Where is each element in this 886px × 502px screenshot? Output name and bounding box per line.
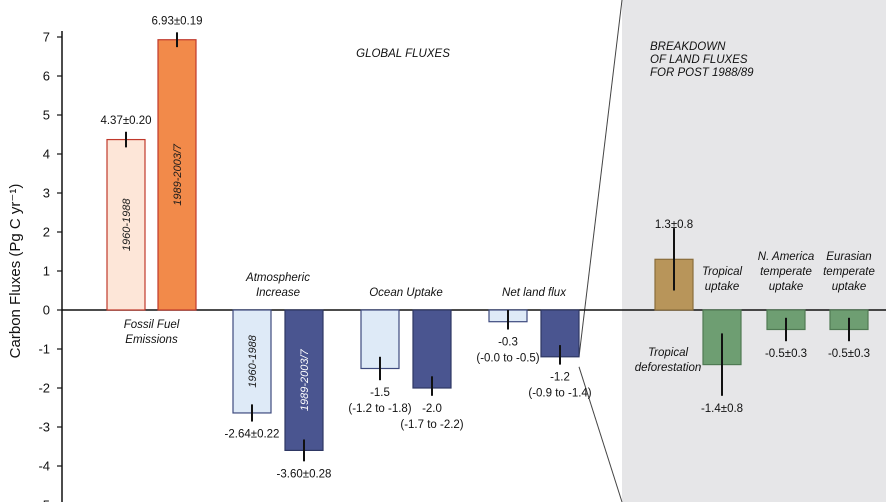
group-label: Ocean Uptake — [369, 287, 443, 299]
y-tick-label: 5 — [43, 108, 50, 123]
bar-period-label: 1960-1988 — [247, 334, 259, 387]
breakdown-connector-top — [578, 0, 623, 357]
flux-bar — [412, 309, 452, 389]
breakdown-connector-bottom — [578, 366, 623, 502]
group-label: Increase — [256, 287, 300, 299]
value-label: -1.4±0.8 — [701, 403, 743, 415]
value-label: (-1.7 to -2.2) — [400, 419, 463, 431]
value-label: -0.5±0.3 — [828, 348, 870, 360]
breakdown-bar-label: Eurasian — [826, 251, 871, 263]
group-label: Fossil Fuel — [124, 319, 180, 331]
breakdown-title: OF LAND FLUXES — [650, 54, 748, 66]
bar-period-label: 1989-2003/7 — [172, 143, 184, 206]
value-label: -3.60±0.28 — [277, 468, 332, 480]
breakdown-bar-label: uptake — [832, 281, 867, 293]
value-label: -1.2 — [550, 372, 570, 384]
value-label: 4.37±0.20 — [100, 115, 151, 127]
group-label: Emissions — [125, 334, 178, 346]
y-tick-label: -2 — [38, 381, 50, 396]
breakdown-bar-label: Tropical — [702, 266, 742, 278]
y-tick-label: -4 — [38, 459, 50, 474]
y-tick-label: 4 — [43, 147, 50, 162]
group-label: Net land flux — [502, 287, 567, 299]
breakdown-bar-label: uptake — [705, 281, 740, 293]
y-axis-label: Carbon Fluxes (Pg C yr⁻¹) — [7, 184, 24, 359]
y-tick-label: 7 — [43, 30, 50, 45]
breakdown-bar-label: deforestation — [635, 362, 702, 374]
breakdown-bar-label: temperate — [823, 266, 875, 278]
value-label: -0.3 — [498, 337, 518, 349]
value-label: -2.0 — [422, 403, 442, 415]
y-tick-label: 3 — [43, 186, 50, 201]
breakdown-bar-label: uptake — [769, 281, 804, 293]
breakdown-title: FOR POST 1988/89 — [650, 67, 754, 79]
y-tick-label: -5 — [38, 498, 50, 502]
group-label: Atmospheric — [245, 272, 310, 284]
value-label: -1.5 — [370, 387, 390, 399]
value-label: 6.93±0.19 — [151, 15, 202, 27]
value-label: 1.3±0.8 — [655, 219, 693, 231]
value-label: (-1.2 to -1.8) — [348, 403, 411, 415]
value-label: (-0.0 to -0.5) — [476, 353, 539, 365]
y-tick-label: 6 — [43, 69, 50, 84]
bar-period-label: 1989-2003/7 — [299, 348, 311, 411]
flux-bar — [157, 39, 197, 311]
y-tick-label: -1 — [38, 342, 50, 357]
breakdown-bar-label: Tropical — [648, 347, 688, 359]
chart-title: GLOBAL FLUXES — [356, 48, 450, 60]
value-label: (-0.9 to -1.4) — [528, 388, 591, 400]
y-tick-label: -3 — [38, 420, 50, 435]
breakdown-bar-label: N. America — [758, 251, 814, 263]
breakdown-title: BREAKDOWN — [650, 41, 726, 53]
value-label: -0.5±0.3 — [765, 348, 807, 360]
breakdown-bar-label: temperate — [760, 266, 812, 278]
breakdown-panel — [622, 0, 886, 502]
flux-bar — [232, 309, 272, 414]
y-tick-label: 1 — [43, 264, 50, 279]
bar-period-label: 1960-1988 — [121, 198, 133, 251]
value-label: -2.64±0.22 — [225, 429, 280, 441]
y-tick-label: 0 — [43, 303, 50, 318]
flux-bar — [284, 309, 324, 451]
y-tick-label: 2 — [43, 225, 50, 240]
